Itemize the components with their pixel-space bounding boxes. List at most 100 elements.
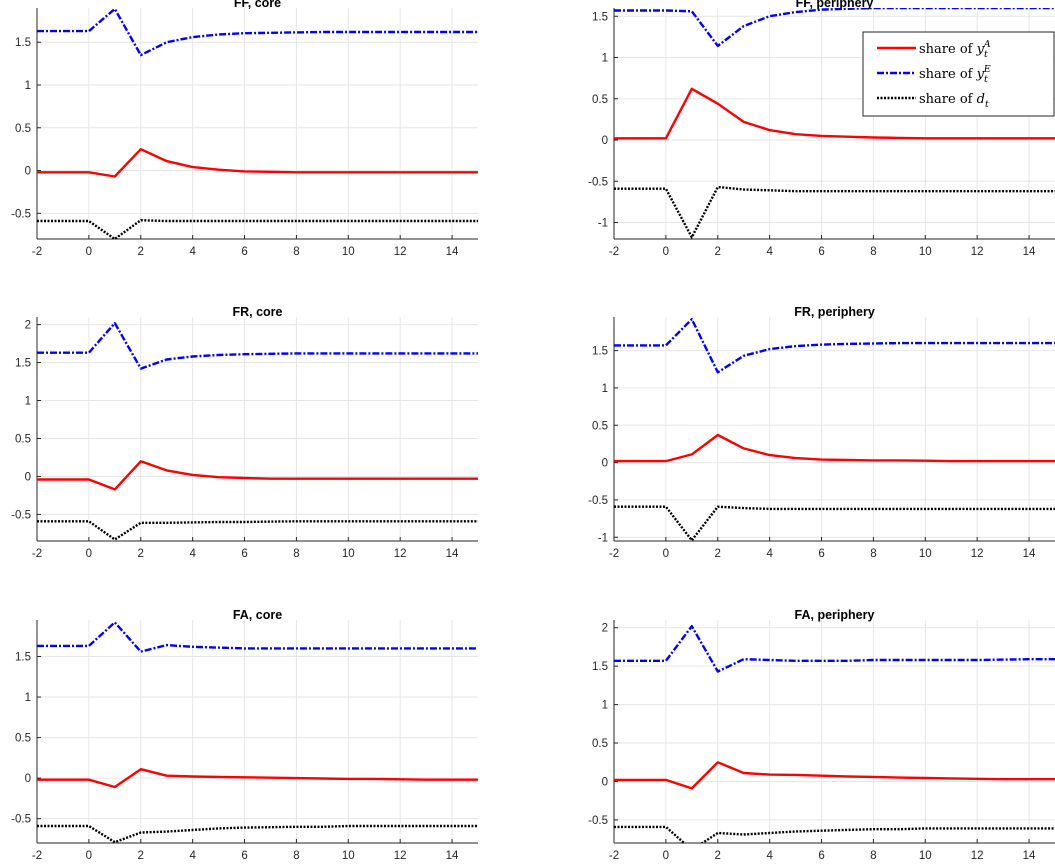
x-tick-label: 0: [86, 246, 92, 258]
x-tick-label: 2: [715, 548, 721, 560]
panel-title: FR, core: [232, 305, 282, 319]
y-tick-label: -0.5: [11, 814, 31, 826]
y-tick-label: 2: [602, 623, 608, 635]
series-line-yA: [614, 761, 1055, 790]
x-tick-label: 12: [394, 246, 407, 258]
y-tick-label: 0.5: [15, 123, 31, 135]
x-tick-label: 14: [446, 548, 459, 560]
x-tick-label: 10: [919, 850, 932, 862]
plot-area: [614, 620, 1055, 843]
y-tick-label: -0.5: [11, 509, 31, 521]
x-tick-label: 0: [663, 548, 669, 560]
chart-panel: -2 0 2 4 6 8 10 12 14 -0.5 0 0.5 1 1.5 2 FA, periphery: [588, 608, 1055, 862]
x-tick-label: 4: [189, 850, 196, 862]
y-tick-label: 0.5: [15, 733, 31, 745]
y-tick-label: 0: [602, 135, 608, 147]
y-tick-label: 0: [602, 458, 608, 470]
x-tick-label: 0: [86, 850, 92, 862]
x-tick-label: -2: [32, 246, 42, 258]
x-tick-label: 4: [766, 246, 773, 258]
series-line-yA: [37, 768, 478, 789]
x-tick-label: 4: [766, 850, 773, 862]
x-tick-label: 0: [86, 548, 92, 560]
panel-title: FF, periphery: [796, 0, 874, 10]
chart-panel: -2 0 2 4 6 8 10 12 14 -1 -0.5 0 0.5 1 1.5 FR, periphery: [588, 305, 1055, 560]
chart-panel: -2 0 2 4 6 8 10 12 14 -0.5 0 0.5 1 1.5 FF, core: [11, 0, 478, 258]
y-tick-label: 0: [25, 471, 31, 483]
y-tick-label: 1.5: [15, 651, 31, 663]
series-line-yE: [614, 318, 1055, 374]
x-tick-label: 8: [293, 548, 299, 560]
x-tick-label: 6: [818, 246, 824, 258]
y-tick-label: 2: [25, 320, 31, 332]
y-tick-label: 1: [25, 80, 31, 92]
x-tick-label: 4: [766, 548, 773, 560]
panel-title: FF, core: [234, 0, 281, 10]
chart-panel: -2 0 2 4 6 8 10 12 14 -0.5 0 0.5 1 1.5 2 FR, core: [11, 305, 478, 560]
series-line-d: [37, 218, 478, 239]
x-tick-label: 12: [394, 548, 407, 560]
x-tick-label: 14: [1023, 548, 1036, 560]
panel-title: FA, core: [233, 608, 282, 622]
y-tick-label: 0: [25, 773, 31, 785]
x-tick-label: 6: [241, 246, 247, 258]
x-tick-label: 10: [342, 246, 355, 258]
x-tick-label: 12: [971, 850, 984, 862]
x-tick-label: 14: [1023, 246, 1036, 258]
y-tick-label: 0.5: [592, 94, 608, 106]
series-line-yA: [614, 433, 1055, 463]
y-tick-label: 1: [25, 396, 31, 408]
y-tick-label: 1.5: [592, 661, 608, 673]
series-line-d: [37, 824, 478, 843]
x-tick-label: 2: [138, 548, 144, 560]
x-tick-label: 6: [818, 548, 824, 560]
x-tick-label: 0: [663, 246, 669, 258]
x-tick-label: 8: [293, 246, 299, 258]
x-tick-label: 6: [241, 850, 247, 862]
series-line-yA: [614, 87, 1055, 140]
x-tick-label: 2: [715, 246, 721, 258]
x-tick-label: -2: [609, 548, 619, 560]
series-line-d: [614, 185, 1055, 239]
y-tick-label: 1: [602, 700, 608, 712]
legend-label-yA: share of ytA: [919, 39, 991, 60]
x-tick-label: -2: [32, 850, 42, 862]
y-tick-label: -0.5: [588, 495, 608, 507]
x-tick-label: 12: [971, 246, 984, 258]
x-tick-label: 4: [189, 246, 196, 258]
plot-area: [37, 8, 478, 239]
x-tick-label: 10: [342, 850, 355, 862]
x-tick-label: 10: [919, 246, 932, 258]
y-tick-label: -0.5: [588, 176, 608, 188]
y-tick-label: -0.5: [588, 815, 608, 827]
y-tick-label: 1: [602, 383, 608, 395]
x-tick-label: 8: [870, 548, 876, 560]
y-tick-label: 0.5: [592, 738, 608, 750]
x-tick-label: 2: [138, 246, 144, 258]
x-tick-label: 2: [138, 850, 144, 862]
plot-area: [37, 317, 478, 541]
y-tick-label: 0: [602, 776, 608, 788]
x-tick-label: -2: [609, 246, 619, 258]
series-line-d: [37, 520, 478, 541]
series-line-yE: [37, 8, 478, 57]
x-tick-label: 8: [870, 850, 876, 862]
x-tick-label: 6: [818, 850, 824, 862]
y-tick-label: 1: [602, 53, 608, 65]
x-tick-label: 14: [1023, 850, 1036, 862]
series-line-yA: [37, 147, 478, 178]
y-tick-label: 1.5: [592, 346, 608, 358]
legend-label-d: share of dt: [919, 92, 989, 110]
series-line-d: [614, 505, 1055, 541]
y-tick-label: 1.5: [592, 11, 608, 23]
series-line-yA: [37, 460, 478, 491]
series-line-yE: [37, 621, 478, 653]
x-tick-label: -2: [32, 548, 42, 560]
y-tick-label: 0: [25, 166, 31, 178]
x-tick-label: 14: [446, 850, 459, 862]
y-tick-label: 1.5: [15, 358, 31, 370]
x-tick-label: 12: [394, 850, 407, 862]
panel-title: FA, periphery: [795, 608, 875, 622]
x-tick-label: 8: [870, 246, 876, 258]
